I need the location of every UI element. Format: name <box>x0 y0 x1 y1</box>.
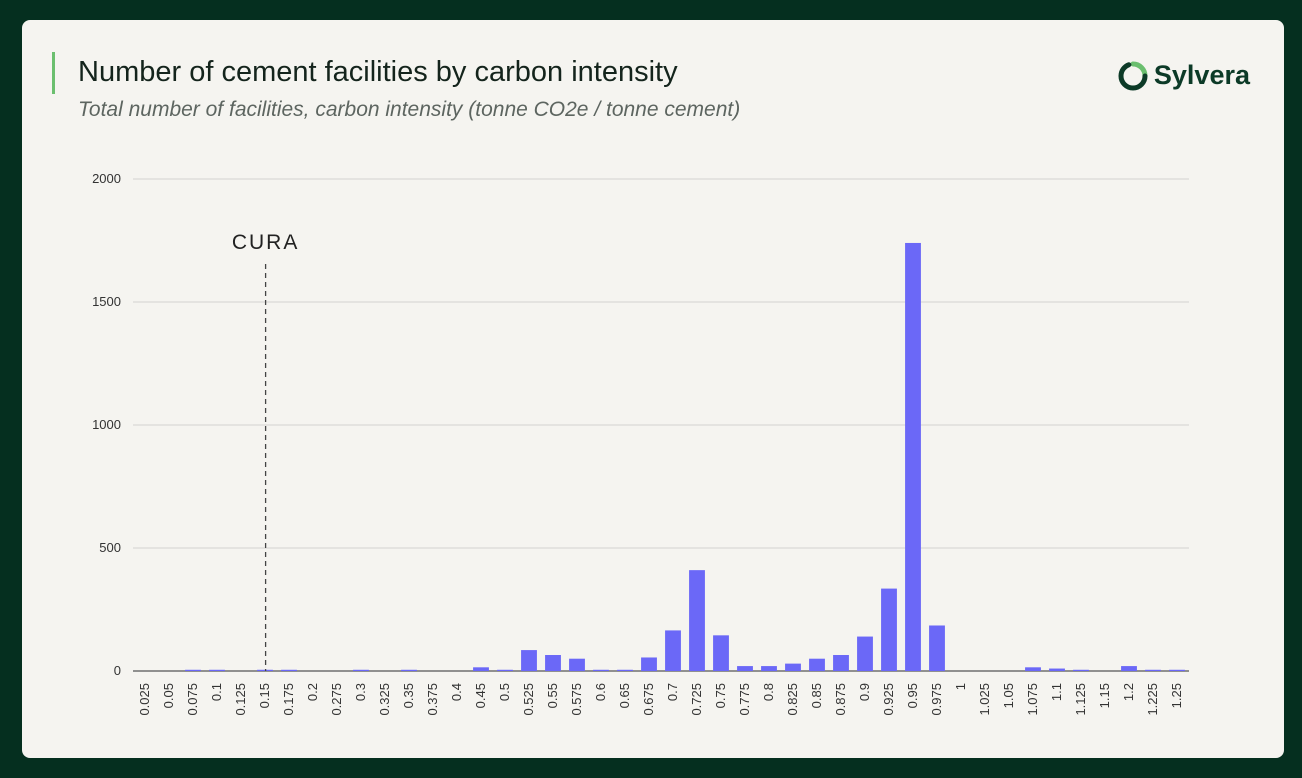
x-tick-label: 0.5 <box>497 683 512 701</box>
chart-title: Number of cement facilities by carbon in… <box>78 56 678 88</box>
bar <box>809 658 825 671</box>
bar <box>665 630 681 671</box>
bar <box>929 625 945 671</box>
y-tick-label: 1000 <box>92 417 121 432</box>
x-tick-label: 0.75 <box>713 683 728 708</box>
x-tick-label: 0.075 <box>185 683 200 716</box>
bar <box>353 669 369 671</box>
x-tick-label: 0.725 <box>689 683 704 716</box>
x-tick-label: 0.825 <box>785 683 800 716</box>
bar <box>713 635 729 671</box>
x-tick-label: 0.95 <box>905 683 920 708</box>
x-tick-label: 0.45 <box>473 683 488 708</box>
bar <box>905 242 921 671</box>
y-tick-label: 1500 <box>92 294 121 309</box>
sylvera-logo: Sylvera <box>1118 60 1250 91</box>
x-tick-label: 0.35 <box>401 683 416 708</box>
bar <box>545 655 561 671</box>
bar <box>1121 666 1137 671</box>
bar <box>1073 669 1089 671</box>
bar <box>737 666 753 671</box>
logo-text: Sylvera <box>1153 60 1250 90</box>
y-tick-label: 2000 <box>92 171 121 186</box>
title-accent-bar <box>52 52 55 94</box>
x-tick-label: 0.675 <box>641 683 656 716</box>
x-tick-label: 1.025 <box>977 683 992 716</box>
x-tick-label: 0.375 <box>425 683 440 716</box>
bar <box>569 658 585 671</box>
x-tick-label: 1.15 <box>1097 683 1112 708</box>
bar <box>185 669 201 671</box>
x-tick-label: 0.575 <box>569 683 584 716</box>
x-tick-label: 0.125 <box>233 683 248 716</box>
bar <box>1145 669 1161 671</box>
bar <box>881 588 897 671</box>
bar <box>281 669 297 671</box>
bar <box>689 570 705 671</box>
bar <box>785 663 801 671</box>
bar <box>521 650 537 671</box>
x-tick-label: 0.925 <box>881 683 896 716</box>
x-tick-label: 1.05 <box>1001 683 1016 708</box>
annotation-label: CURA <box>232 231 300 254</box>
x-tick-label: 0.025 <box>137 683 152 716</box>
x-tick-label: 0.7 <box>665 683 680 701</box>
chart-subtitle: Total number of facilities, carbon inten… <box>78 98 741 121</box>
x-tick-label: 0.2 <box>305 683 320 701</box>
x-tick-label: 0.55 <box>545 683 560 708</box>
bar <box>593 669 609 671</box>
x-tick-label: 1.2 <box>1121 683 1136 701</box>
sylvera-ring-icon <box>1118 61 1148 90</box>
bar <box>641 657 657 671</box>
y-tick-label: 500 <box>99 540 121 555</box>
x-tick-label: 0.275 <box>329 683 344 716</box>
bar <box>473 667 489 671</box>
bar-chart: 0 500 1000 1500 2000 0.025 0.05 0.075 0.1 0.125 0.… <box>92 171 1189 716</box>
bar <box>1169 669 1185 671</box>
x-tick-label: 0.975 <box>929 683 944 716</box>
x-tick-label: 0.65 <box>617 683 632 708</box>
bar <box>761 666 777 671</box>
x-tick-label: 0.175 <box>281 683 296 716</box>
x-tick-label: 0.1 <box>209 683 224 701</box>
x-tick-label: 0.775 <box>737 683 752 716</box>
x-tick-label: 1.25 <box>1169 683 1184 708</box>
x-tick-label: 0.8 <box>761 683 776 701</box>
bar <box>1049 668 1065 671</box>
bar <box>857 636 873 671</box>
x-tick-label: 0.3 <box>353 683 368 701</box>
x-tick-label: 0.9 <box>857 683 872 701</box>
x-tick-label: 1.125 <box>1073 683 1088 716</box>
x-tick-label: 0.6 <box>593 683 608 701</box>
y-tick-label: 0 <box>114 663 121 678</box>
x-tick-label: 0.85 <box>809 683 824 708</box>
x-tick-label: 1.1 <box>1049 683 1064 701</box>
x-tick-label: 1.225 <box>1145 683 1160 716</box>
x-tick-label: 0.325 <box>377 683 392 716</box>
x-tick-label: 0.15 <box>257 683 272 708</box>
x-tick-label: 1.075 <box>1025 683 1040 716</box>
x-tick-label: 0.875 <box>833 683 848 716</box>
bar <box>833 655 849 671</box>
x-tick-label: 0.05 <box>161 683 176 708</box>
bar <box>401 669 417 671</box>
x-tick-label: 1 <box>953 683 968 690</box>
bar <box>209 669 225 671</box>
x-tick-label: 0.525 <box>521 683 536 716</box>
bar <box>497 669 513 671</box>
bar <box>1025 667 1041 671</box>
x-tick-label: 0.4 <box>449 683 464 701</box>
chart-card: Number of cement facilities by carbon in… <box>22 20 1284 758</box>
bar <box>617 669 633 671</box>
